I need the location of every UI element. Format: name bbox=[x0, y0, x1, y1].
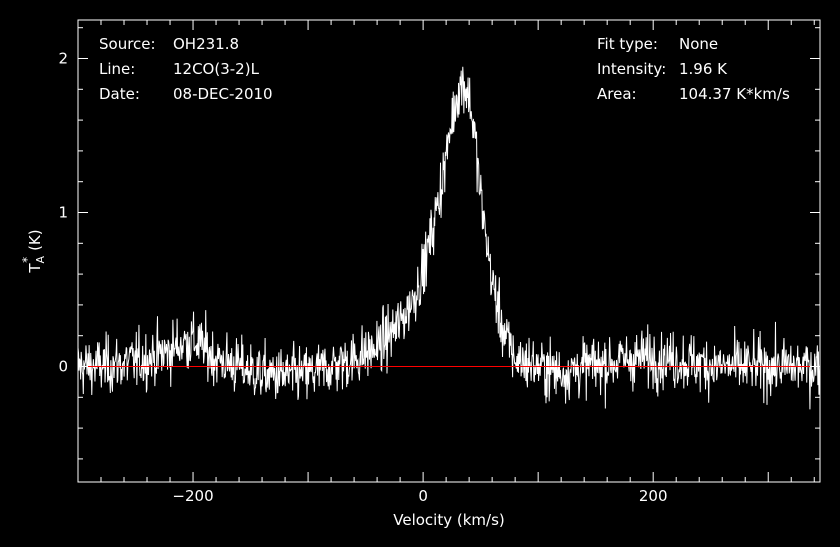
y-tick-label: 0 bbox=[58, 358, 68, 376]
area-row: Area: 104.37 K*km/s bbox=[597, 82, 790, 107]
x-tick-label: 200 bbox=[639, 487, 668, 505]
intensity-label: Intensity: bbox=[597, 60, 667, 78]
y-axis-label: TA* (K) bbox=[20, 229, 47, 273]
date-row: Date: 08-DEC-2010 bbox=[99, 82, 273, 107]
source-label: Source: bbox=[99, 35, 156, 53]
intensity-row: Intensity: 1.96 K bbox=[597, 57, 790, 82]
intensity-value: 1.96 K bbox=[679, 60, 728, 78]
source-value: OH231.8 bbox=[173, 35, 240, 53]
date-label: Date: bbox=[99, 85, 140, 103]
y-tick-label: 2 bbox=[58, 50, 68, 68]
area-value: 104.37 K*km/s bbox=[679, 85, 790, 103]
x-tick-label: −200 bbox=[172, 487, 213, 505]
spectrum-layer bbox=[77, 66, 821, 410]
date-value: 08-DEC-2010 bbox=[173, 85, 273, 103]
x-tick-label: 0 bbox=[418, 487, 428, 505]
y-tick-label: 1 bbox=[58, 204, 68, 222]
line-row: Line: 12CO(3-2)L bbox=[99, 57, 273, 82]
line-value: 12CO(3-2)L bbox=[173, 60, 259, 78]
area-label: Area: bbox=[597, 85, 637, 103]
x-axis-label: Velocity (km/s) bbox=[393, 511, 504, 529]
y-axis-label-sub: A bbox=[34, 255, 47, 263]
fit-type-value: None bbox=[679, 35, 719, 53]
fit-info-panel: Fit type: None Intensity: 1.96 K Area: 104.… bbox=[597, 32, 790, 107]
source-row: Source: OH231.8 bbox=[99, 32, 273, 57]
ticks-layer: −200 0 200 0 1 2 bbox=[58, 20, 820, 505]
y-axis-label-sup: * bbox=[20, 257, 34, 263]
y-axis-label-main: T bbox=[26, 263, 44, 274]
plot-frame bbox=[77, 19, 821, 483]
fit-type-label: Fit type: bbox=[597, 35, 658, 53]
source-info-panel: Source: OH231.8 Line: 12CO(3-2)L Date: 08-D… bbox=[99, 32, 273, 107]
line-label: Line: bbox=[99, 60, 136, 78]
y-axis-label-unit: (K) bbox=[26, 229, 44, 251]
fit-type-row: Fit type: None bbox=[597, 32, 790, 57]
spectrum-line bbox=[77, 66, 821, 410]
